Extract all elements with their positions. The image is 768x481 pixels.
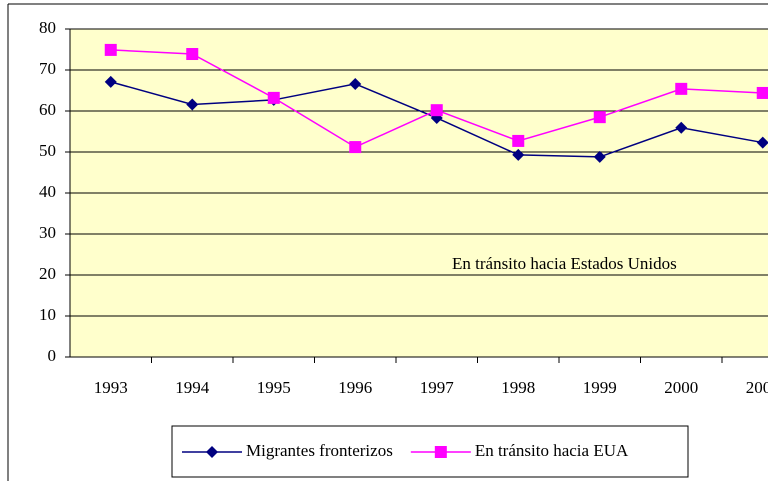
y-tick-label: 40 xyxy=(39,182,56,201)
x-tick-label: 1994 xyxy=(175,378,210,397)
annotation: En tránsito hacia Estados Unidos xyxy=(452,254,677,273)
x-tick-label: 1997 xyxy=(420,378,455,397)
marker xyxy=(756,136,768,149)
y-tick-label: 80 xyxy=(39,18,56,37)
marker xyxy=(206,446,218,458)
y-tick-label: 60 xyxy=(39,100,56,119)
marker xyxy=(349,77,362,90)
marker xyxy=(593,150,606,163)
marker xyxy=(512,148,525,161)
x-tick-label: 1996 xyxy=(338,378,372,397)
marker xyxy=(512,134,525,147)
x-tick-label: 2000 xyxy=(664,378,698,397)
marker xyxy=(756,86,768,99)
x-tick-label: 1999 xyxy=(583,378,617,397)
x-tick-label: 1995 xyxy=(257,378,291,397)
y-tick-label: 0 xyxy=(48,346,57,365)
y-tick-label: 50 xyxy=(39,141,56,160)
marker xyxy=(349,141,362,154)
x-tick-label: 2001 xyxy=(746,378,768,397)
marker xyxy=(430,104,443,117)
marker xyxy=(267,91,280,104)
x-tick-label: 1993 xyxy=(94,378,128,397)
y-tick-label: 70 xyxy=(39,59,56,78)
y-tick-label: 10 xyxy=(39,305,56,324)
legend-label: Migrantes fronterizos xyxy=(246,441,393,460)
legend-label: En tránsito hacia EUA xyxy=(475,441,629,460)
marker xyxy=(675,82,688,95)
y-tick-label: 30 xyxy=(39,223,56,242)
marker xyxy=(675,121,688,134)
y-tick-label: 20 xyxy=(39,264,56,283)
marker xyxy=(434,446,447,458)
marker xyxy=(104,43,117,56)
marker xyxy=(593,111,606,124)
marker xyxy=(104,75,117,88)
marker xyxy=(186,98,199,111)
marker xyxy=(186,48,199,61)
x-tick-label: 1998 xyxy=(501,378,535,397)
